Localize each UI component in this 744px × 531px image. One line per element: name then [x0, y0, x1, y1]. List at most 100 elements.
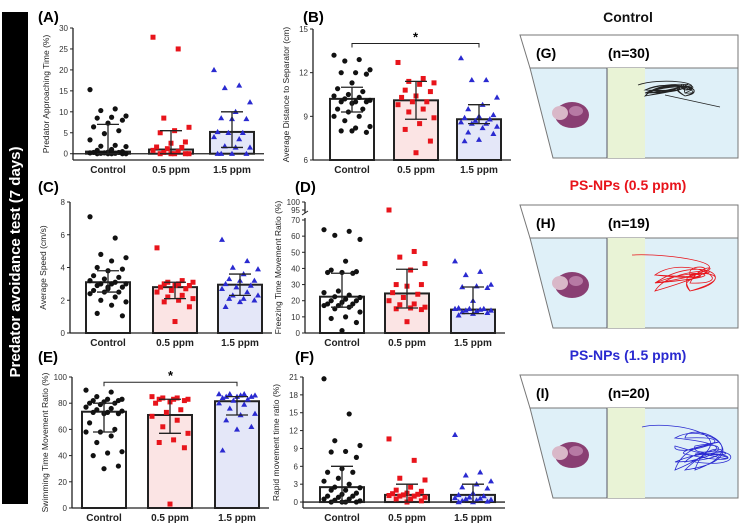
data-point: [346, 228, 352, 234]
data-point: [182, 139, 188, 145]
data-point: [216, 391, 222, 397]
predator-fish-image: [552, 102, 589, 128]
data-point: [367, 67, 373, 73]
data-point: [357, 294, 363, 301]
side-title-bar: Predator avoidance test (7 days): [2, 12, 28, 504]
data-point: [119, 284, 125, 290]
data-point: [236, 82, 243, 88]
data-point: [167, 501, 173, 507]
data-point: [462, 307, 469, 313]
panel-label: (A): [38, 9, 59, 26]
x-tick-label: 0.5 ppm: [397, 165, 435, 176]
data-point: [484, 498, 491, 504]
data-point: [163, 409, 169, 415]
y-tick-label: 15: [299, 25, 308, 34]
data-point: [149, 394, 155, 400]
data-point: [350, 469, 356, 475]
data-point: [346, 292, 352, 298]
x-tick-label: Control: [334, 165, 370, 176]
data-point: [328, 449, 334, 455]
data-point: [94, 439, 100, 446]
data-point: [154, 144, 160, 150]
side-title: Predator avoidance test (7 days): [7, 147, 24, 378]
data-point: [221, 84, 228, 91]
data-point: [321, 290, 327, 296]
data-point: [363, 129, 369, 135]
data-point: [350, 493, 356, 499]
data-point: [393, 282, 399, 288]
y-axis-label: Swimming Time Movement Ratio (%): [40, 372, 50, 512]
data-point: [408, 267, 414, 273]
data-point: [397, 302, 403, 308]
data-point: [390, 290, 396, 296]
x-tick-label: 0.5 ppm: [388, 513, 426, 524]
data-point: [397, 254, 403, 260]
data-point: [461, 138, 468, 144]
data-point: [476, 136, 482, 142]
data-point: [226, 295, 233, 301]
data-point: [123, 299, 129, 305]
y-tick-label: 30: [291, 281, 300, 290]
data-point: [484, 485, 491, 491]
data-point: [353, 454, 359, 460]
data-point: [321, 478, 327, 484]
tracking-panel-title: Control: [603, 9, 653, 25]
data-point: [98, 107, 104, 114]
data-point: [452, 431, 458, 437]
data-point: [427, 138, 433, 144]
data-point: [331, 113, 337, 119]
data-point: [360, 106, 366, 112]
data-point: [427, 89, 433, 95]
data-point: [395, 102, 401, 108]
data-point: [386, 207, 392, 213]
data-point: [233, 284, 240, 290]
y-tick-label: 4: [61, 264, 66, 273]
data-point: [178, 407, 184, 413]
data-point: [109, 302, 115, 308]
data-point: [179, 144, 185, 150]
data-point: [186, 304, 192, 310]
data-point: [479, 124, 486, 131]
data-point: [172, 319, 178, 325]
data-point: [165, 294, 171, 300]
data-point: [112, 235, 118, 241]
data-point: [418, 282, 424, 288]
data-point: [342, 96, 348, 102]
data-point: [247, 282, 254, 288]
data-point: [186, 124, 192, 130]
data-point: [424, 99, 430, 105]
data-point: [386, 492, 392, 498]
data-point: [218, 115, 225, 121]
data-point: [477, 306, 484, 312]
y-tick-label: 20: [59, 66, 68, 75]
y-tick-label: 40: [291, 264, 300, 273]
data-point: [328, 487, 334, 493]
data-point: [459, 484, 466, 490]
x-tick-label: 0.5 ppm: [388, 338, 426, 349]
data-point: [452, 305, 458, 311]
y-tick-label: 6: [304, 156, 309, 165]
data-point: [415, 291, 421, 297]
data-point: [108, 433, 114, 439]
fish-head: [552, 106, 568, 120]
data-point: [183, 286, 189, 292]
data-point: [349, 80, 355, 86]
data-point: [418, 488, 424, 494]
tracking-panel-label: (I): [536, 385, 549, 401]
data-point: [331, 52, 337, 58]
data-point: [109, 146, 115, 153]
panel-label: (E): [38, 349, 58, 366]
data-point: [393, 496, 399, 502]
data-point: [367, 123, 373, 130]
data-point: [473, 308, 480, 314]
data-point: [119, 266, 125, 272]
data-point: [161, 115, 167, 121]
data-point: [411, 248, 417, 254]
y-tick-label: 20: [58, 478, 67, 487]
data-point: [91, 287, 97, 294]
data-point: [157, 130, 163, 136]
data-point: [321, 496, 327, 502]
data-point: [462, 496, 469, 502]
data-point: [346, 481, 352, 487]
data-point: [87, 214, 93, 220]
